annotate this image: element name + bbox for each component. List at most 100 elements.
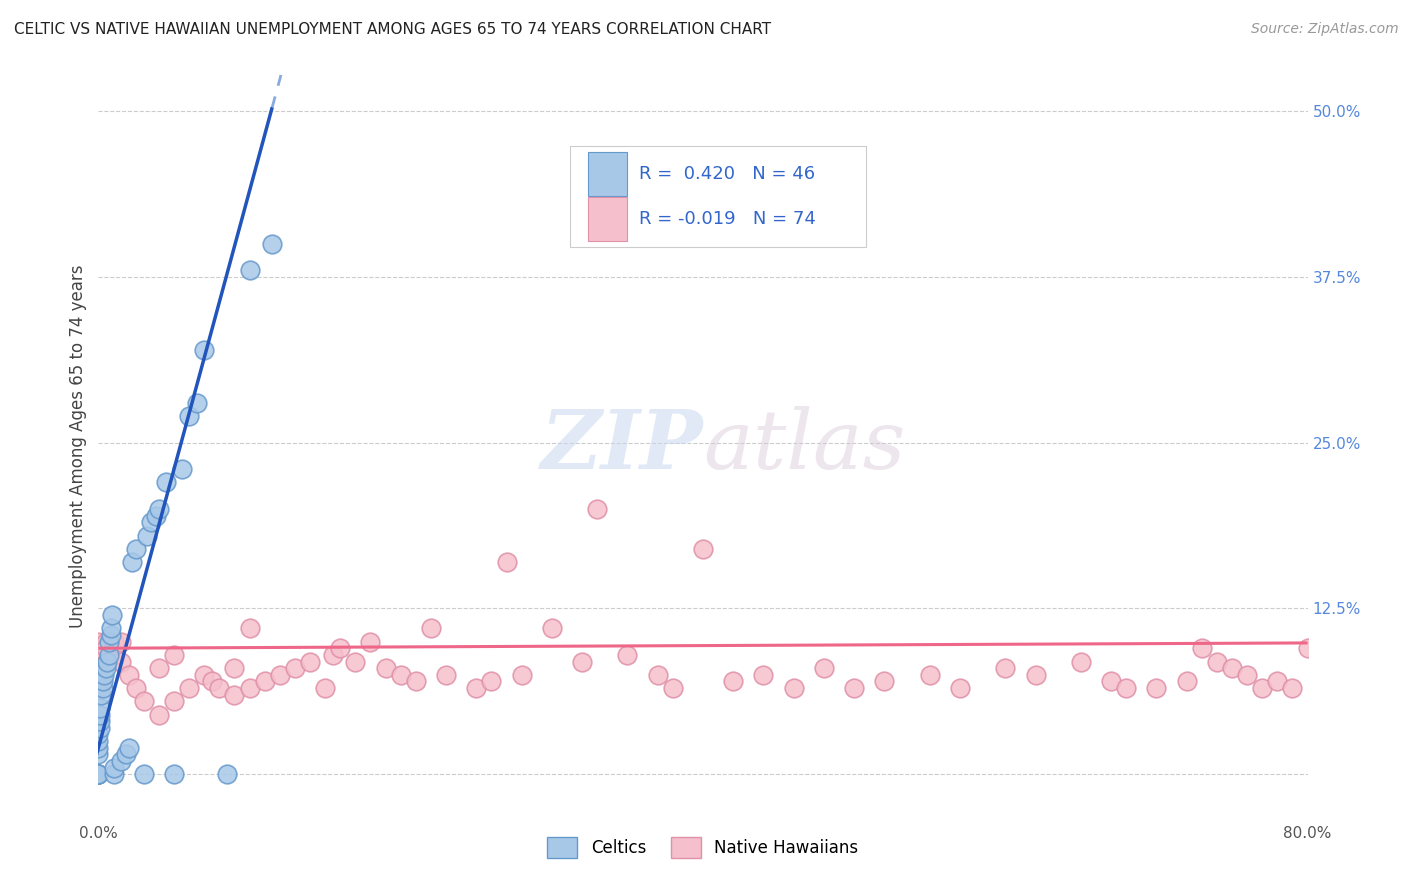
FancyBboxPatch shape xyxy=(569,146,866,247)
Point xyxy=(148,707,170,722)
Point xyxy=(87,641,110,656)
Point xyxy=(103,767,125,781)
Point xyxy=(571,655,593,669)
FancyBboxPatch shape xyxy=(588,152,627,196)
Point xyxy=(329,641,352,656)
Point xyxy=(155,475,177,490)
Point xyxy=(89,721,111,735)
Point xyxy=(201,674,224,689)
Point xyxy=(101,608,124,623)
Point xyxy=(1296,641,1319,656)
Point xyxy=(163,767,186,781)
Point xyxy=(87,681,110,695)
Point xyxy=(94,641,117,656)
Point xyxy=(495,555,517,569)
Point xyxy=(193,343,215,357)
Point xyxy=(170,462,193,476)
Point xyxy=(1251,681,1274,695)
Point xyxy=(141,515,163,529)
Y-axis label: Unemployment Among Ages 65 to 74 years: Unemployment Among Ages 65 to 74 years xyxy=(69,264,87,628)
Point xyxy=(322,648,344,662)
Point xyxy=(93,667,115,681)
Point xyxy=(239,681,262,695)
Point xyxy=(1281,681,1303,695)
Point xyxy=(132,694,155,708)
Point xyxy=(87,634,110,648)
Point xyxy=(103,648,125,662)
Point xyxy=(269,667,291,681)
Point xyxy=(121,555,143,569)
Point xyxy=(98,634,121,648)
Point xyxy=(186,396,208,410)
Text: CELTIC VS NATIVE HAWAIIAN UNEMPLOYMENT AMONG AGES 65 TO 74 YEARS CORRELATION CHA: CELTIC VS NATIVE HAWAIIAN UNEMPLOYMENT A… xyxy=(14,22,770,37)
Point xyxy=(1070,655,1092,669)
Point xyxy=(87,727,110,741)
Point xyxy=(163,648,186,662)
Point xyxy=(723,674,745,689)
Point xyxy=(299,655,322,669)
Point xyxy=(87,734,110,748)
Point xyxy=(1115,681,1137,695)
Point xyxy=(208,681,231,695)
Point xyxy=(994,661,1017,675)
Point xyxy=(148,661,170,675)
Point xyxy=(87,767,110,781)
Point xyxy=(360,634,382,648)
Point xyxy=(87,767,110,781)
Point xyxy=(661,681,683,695)
Point xyxy=(96,655,118,669)
Point xyxy=(89,714,111,728)
Point xyxy=(87,767,110,781)
Legend: Celtics, Native Hawaiians: Celtics, Native Hawaiians xyxy=(541,830,865,864)
Point xyxy=(163,694,186,708)
Point xyxy=(918,667,941,681)
Point xyxy=(125,541,148,556)
Point xyxy=(87,667,110,681)
Point xyxy=(844,681,866,695)
Point xyxy=(100,621,122,635)
Point xyxy=(813,661,835,675)
Point xyxy=(125,681,148,695)
Point xyxy=(98,648,121,662)
Point xyxy=(103,634,125,648)
Point xyxy=(103,761,125,775)
Point xyxy=(118,667,141,681)
Point xyxy=(87,747,110,762)
Point xyxy=(87,767,110,781)
Point xyxy=(179,681,201,695)
Point xyxy=(314,681,336,695)
Point xyxy=(752,667,775,681)
Point xyxy=(89,701,111,715)
Point xyxy=(873,674,896,689)
Point xyxy=(434,667,457,681)
Point xyxy=(344,655,367,669)
Point xyxy=(616,648,638,662)
Point xyxy=(110,754,132,768)
Point xyxy=(1206,655,1229,669)
Point xyxy=(87,767,110,781)
Point xyxy=(262,236,284,251)
Point xyxy=(110,634,132,648)
Point xyxy=(1144,681,1167,695)
Point xyxy=(1220,661,1243,675)
Text: R = -0.019   N = 74: R = -0.019 N = 74 xyxy=(638,210,815,228)
Point xyxy=(510,667,533,681)
Point xyxy=(239,621,262,635)
Point xyxy=(135,528,157,542)
Point xyxy=(783,681,806,695)
Point xyxy=(132,767,155,781)
Text: Source: ZipAtlas.com: Source: ZipAtlas.com xyxy=(1251,22,1399,37)
Point xyxy=(540,621,562,635)
Point xyxy=(374,661,396,675)
Point xyxy=(1024,667,1046,681)
Point xyxy=(1175,674,1198,689)
Point xyxy=(239,263,262,277)
Point xyxy=(91,681,114,695)
Text: R =  0.420   N = 46: R = 0.420 N = 46 xyxy=(638,165,815,183)
Point xyxy=(89,707,111,722)
Text: atlas: atlas xyxy=(703,406,905,486)
Point xyxy=(224,661,246,675)
Point xyxy=(1236,667,1258,681)
Point xyxy=(284,661,307,675)
Point xyxy=(1099,674,1122,689)
